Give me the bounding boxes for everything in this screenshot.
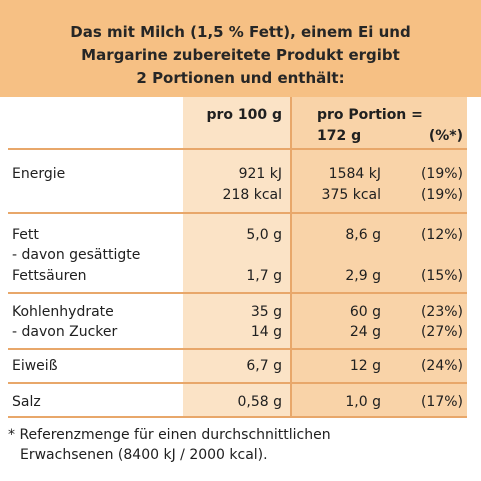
portion-size-header: 172 g [317, 128, 362, 144]
cell-percent: (27%) [420, 324, 463, 340]
cell-per100: 218 kcal [222, 187, 282, 203]
row-label-fett: Fett [12, 227, 39, 243]
cell-per100: 5,0 g [246, 227, 282, 243]
footnote: * Referenzmenge für einen durchschnittli… [8, 425, 331, 465]
divider [8, 148, 467, 150]
title-line: Margarine zubereitete Produkt ergibt [81, 46, 400, 64]
cell-percent: (23%) [420, 304, 463, 320]
table-title: Das mit Milch (1,5 % Fett), einem Ei und… [0, 0, 481, 97]
cell-portion: 1584 kJ [328, 166, 381, 182]
row-label-salz: Salz [12, 394, 41, 410]
cell-per100: 921 kJ [238, 166, 282, 182]
cell-percent: (19%) [420, 187, 463, 203]
title-line: Das mit Milch (1,5 % Fett), einem Ei und [70, 23, 411, 41]
cell-percent: (17%) [420, 394, 463, 410]
row-label-saturated: Fettsäuren [12, 268, 87, 284]
divider [8, 416, 467, 418]
cell-portion: 24 g [349, 324, 381, 340]
cell-percent: (12%) [420, 227, 463, 243]
portion-column-bg [292, 97, 467, 417]
cell-portion: 1,0 g [345, 394, 381, 410]
cell-portion: 60 g [349, 304, 381, 320]
cell-percent: (19%) [420, 166, 463, 182]
title-line: 2 Portionen und enthält: [136, 69, 345, 87]
cell-percent: (15%) [420, 268, 463, 284]
cell-per100: 0,58 g [237, 394, 282, 410]
per100-column-bg [183, 97, 290, 417]
divider [8, 348, 467, 350]
row-label-energie: Energie [12, 166, 66, 182]
portion-column-header: pro Portion = [317, 107, 423, 123]
divider [8, 292, 467, 294]
divider [8, 382, 467, 384]
cell-per100: 6,7 g [246, 358, 282, 374]
cell-portion: 8,6 g [345, 227, 381, 243]
row-label-saturated: - davon gesättigte [12, 247, 141, 263]
footnote-line: * Referenzmenge für einen durchschnittli… [8, 427, 331, 443]
per100-column-header: pro 100 g [206, 107, 282, 123]
footnote-line: Erwachsenen (8400 kJ / 2000 kcal). [20, 447, 268, 463]
percent-column-header: (%*) [428, 128, 463, 144]
cell-per100: 1,7 g [246, 268, 282, 284]
column-divider [290, 97, 292, 417]
row-label-eiweiss: Eiweiß [12, 358, 58, 374]
divider [8, 212, 467, 214]
cell-per100: 14 g [250, 324, 282, 340]
cell-portion: 375 kcal [321, 187, 381, 203]
cell-portion: 2,9 g [345, 268, 381, 284]
cell-portion: 12 g [349, 358, 381, 374]
row-label-zucker: - davon Zucker [12, 324, 118, 340]
cell-percent: (24%) [420, 358, 463, 374]
cell-per100: 35 g [250, 304, 282, 320]
row-label-kohlenhydrate: Kohlenhydrate [12, 304, 114, 320]
